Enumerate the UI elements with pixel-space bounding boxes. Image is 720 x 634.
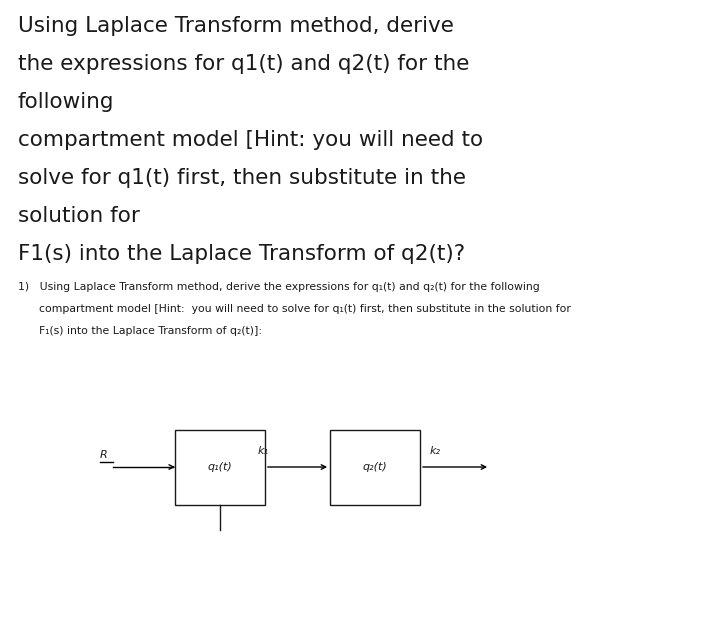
Text: compartment model [Hint:  you will need to solve for q₁(t) first, then substitut: compartment model [Hint: you will need t… [18, 304, 571, 314]
Text: R: R [100, 450, 108, 460]
Text: k₂: k₂ [430, 446, 441, 456]
Text: the expressions for q1(t) and q2(t) for the: the expressions for q1(t) and q2(t) for … [18, 54, 469, 74]
Text: q₁(t): q₁(t) [207, 462, 233, 472]
Text: compartment model [Hint: you will need to: compartment model [Hint: you will need t… [18, 130, 483, 150]
Text: Using Laplace Transform method, derive: Using Laplace Transform method, derive [18, 16, 454, 36]
Text: q₂(t): q₂(t) [363, 462, 387, 472]
Text: k₁: k₁ [258, 446, 269, 456]
Text: solve for q1(t) first, then substitute in the: solve for q1(t) first, then substitute i… [18, 168, 466, 188]
Bar [175, 430, 265, 505]
Text: following: following [18, 92, 114, 112]
Text: 1)   Using Laplace Transform method, derive the expressions for q₁(t) and q₂(t) : 1) Using Laplace Transform method, deriv… [18, 282, 540, 292]
Text: solution for: solution for [18, 206, 140, 226]
Text: F₁(s) into the Laplace Transform of q₂(t)]:: F₁(s) into the Laplace Transform of q₂(t… [18, 326, 262, 336]
Bar [330, 430, 420, 505]
Text: F1(s) into the Laplace Transform of q2(t)?: F1(s) into the Laplace Transform of q2(t… [18, 244, 465, 264]
